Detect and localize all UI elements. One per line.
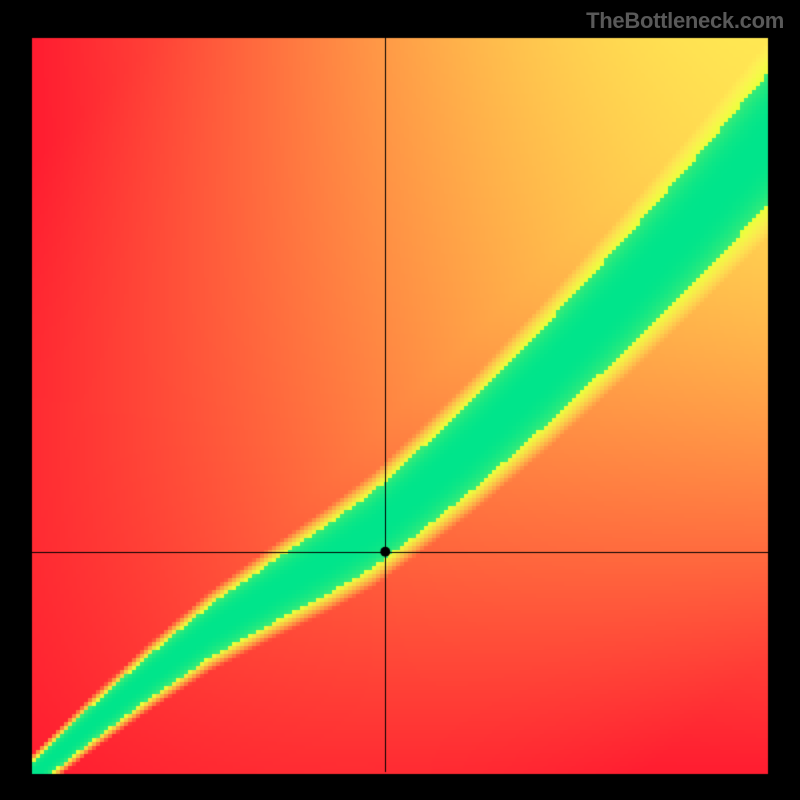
bottleneck-heatmap-canvas [0,0,800,800]
chart-container: TheBottleneck.com [0,0,800,800]
watermark-text: TheBottleneck.com [586,8,784,34]
